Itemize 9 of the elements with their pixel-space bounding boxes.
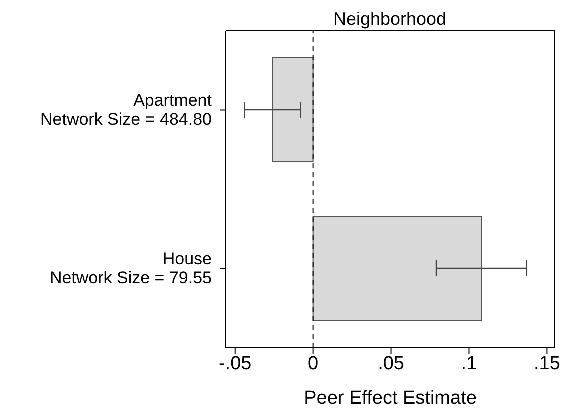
chart-title: Neighborhood — [332, 8, 448, 30]
x-tick-label: .05 — [378, 353, 404, 374]
x-axis-title: Peer Effect Estimate — [304, 388, 477, 409]
x-tick-label: .1 — [461, 353, 478, 374]
y-tick-label: House Network Size = 79.55 — [50, 249, 212, 288]
x-tick-label: -.05 — [218, 353, 252, 374]
y-tick-label: Apartment Network Size = 484.80 — [40, 90, 212, 129]
x-tick-label: 0 — [308, 353, 319, 374]
x-tick-label: .15 — [534, 353, 560, 374]
